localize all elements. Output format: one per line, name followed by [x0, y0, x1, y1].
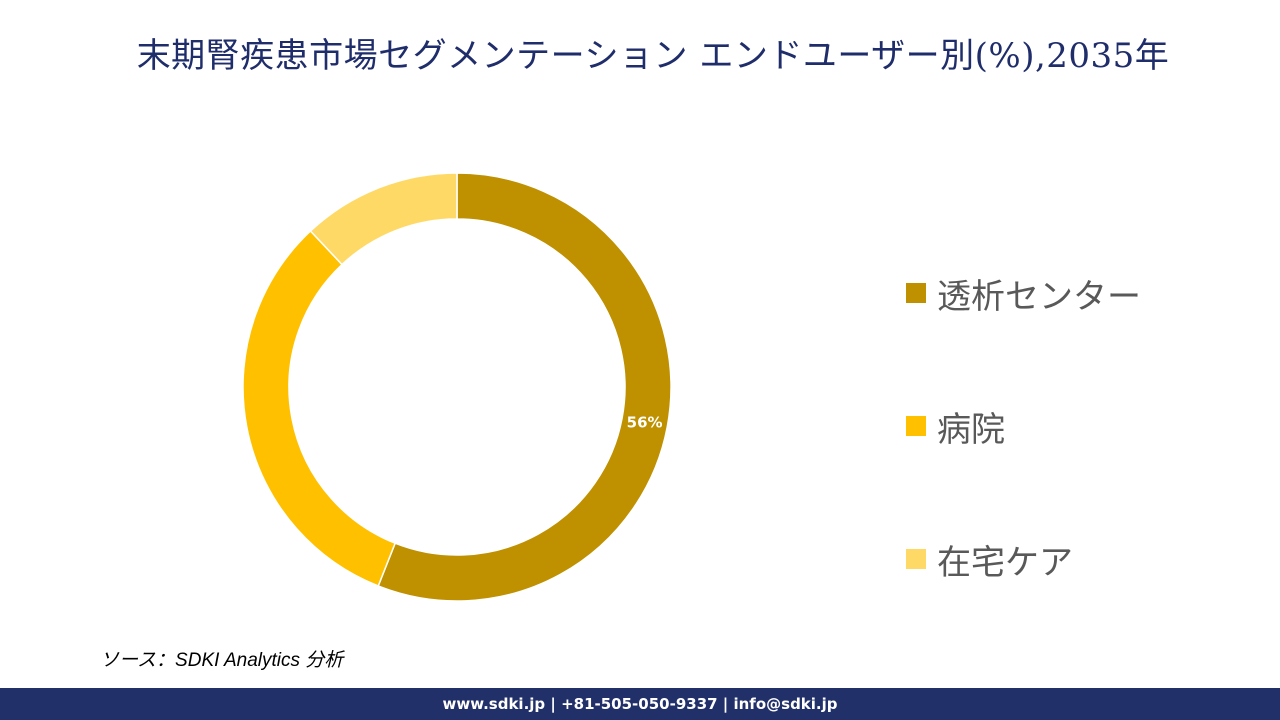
legend-label-home-care: 在宅ケア [937, 542, 1073, 583]
footer-contact-bar: www.sdki.jp | +81-505-050-9337 | info@sd… [0, 688, 1280, 720]
legend-item-home-care: 在宅ケア [906, 534, 1073, 584]
chart-title: 末期腎疾患市場セグメンテーション エンドユーザー別(%),2035年 [136, 36, 1170, 76]
legend-item-hospital: 病院 [906, 401, 1005, 451]
legend-label-dialysis-center: 透析センター [937, 276, 1141, 317]
source-note: ソース：SDKI Analytics 分析 [100, 650, 344, 671]
slice-hospital [242, 229, 397, 587]
data-label-dialysis-center: 56% [627, 413, 663, 431]
legend-swatch-home-care [906, 549, 926, 569]
legend-item-dialysis-center: 透析センター [906, 268, 1141, 318]
legend-swatch-hospital [906, 416, 926, 436]
slice-dialysis-center [377, 172, 672, 602]
legend-swatch-dialysis-center [906, 283, 926, 303]
slice-home-care [309, 172, 458, 266]
legend-label-hospital: 病院 [937, 409, 1005, 450]
